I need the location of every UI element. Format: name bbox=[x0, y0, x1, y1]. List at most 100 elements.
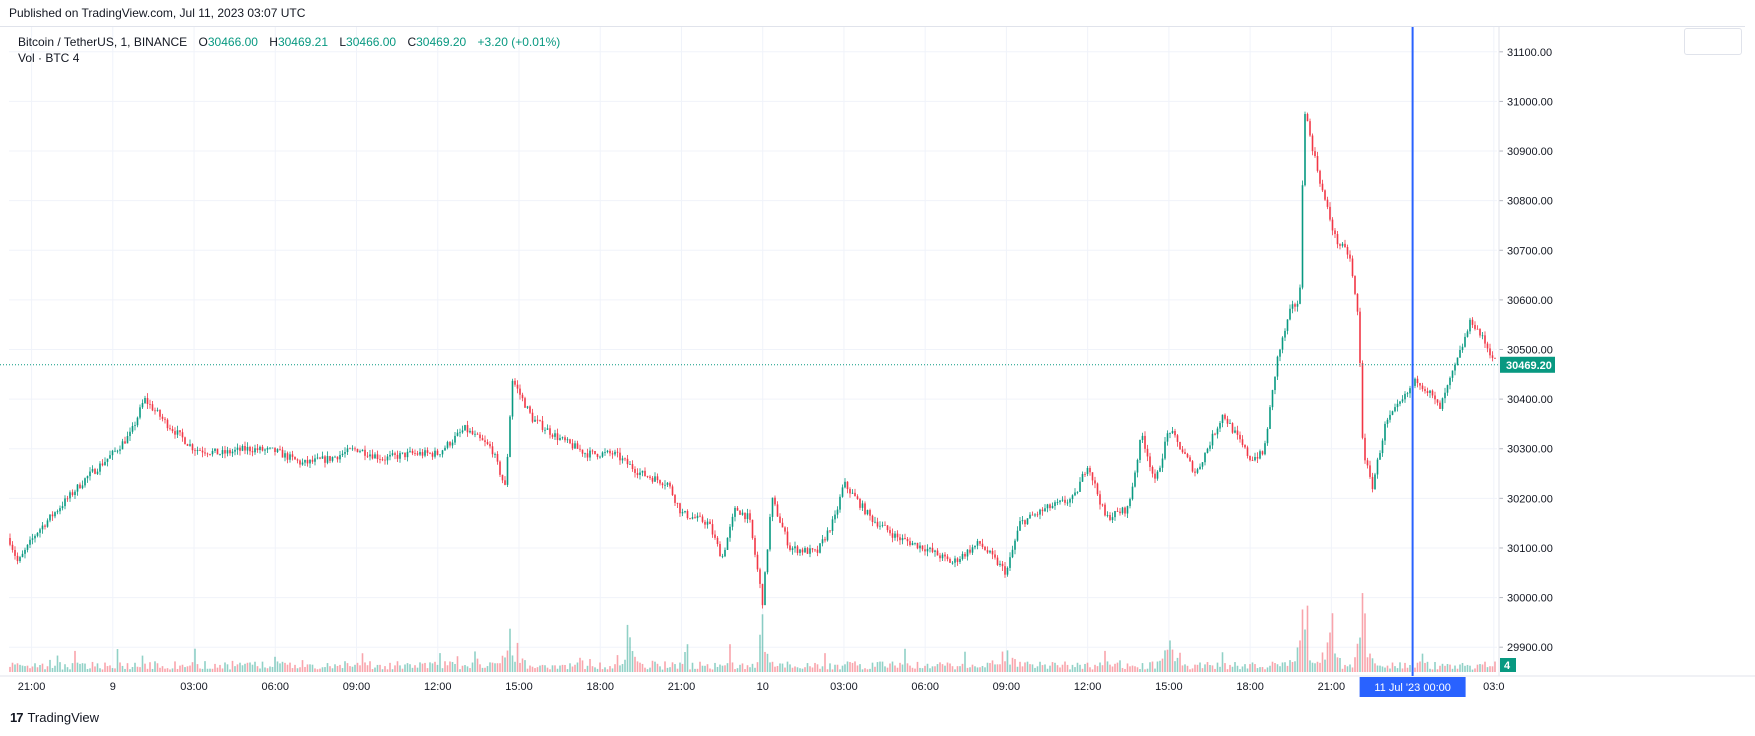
candle-body bbox=[1326, 199, 1329, 207]
candle-body bbox=[1029, 514, 1031, 519]
candle-body bbox=[211, 450, 214, 455]
candle-body bbox=[931, 547, 934, 552]
candle-body bbox=[499, 461, 501, 475]
volume-bar bbox=[1014, 659, 1016, 672]
candle-body bbox=[254, 448, 256, 453]
volume-bar bbox=[699, 661, 701, 672]
footer-brand[interactable]: 17 TradingView bbox=[10, 710, 99, 725]
candle-body bbox=[551, 434, 554, 437]
volume-bar bbox=[1226, 669, 1229, 672]
candle-body bbox=[29, 539, 31, 545]
candle-body bbox=[1129, 499, 1131, 507]
candle-body bbox=[394, 453, 396, 455]
volume-bar bbox=[129, 669, 131, 672]
volume-bar bbox=[294, 664, 296, 672]
volume-bar bbox=[441, 668, 444, 672]
volume-bar bbox=[479, 664, 481, 672]
volume-bar bbox=[241, 665, 244, 672]
candle-body bbox=[11, 544, 14, 550]
volume-bar bbox=[1381, 666, 1384, 672]
volume-bar bbox=[339, 664, 341, 672]
volume-bar bbox=[1019, 661, 1021, 672]
volume-bar bbox=[1246, 668, 1249, 672]
candle-body bbox=[111, 450, 114, 456]
volume-bar bbox=[1224, 663, 1226, 672]
volume-bar bbox=[749, 667, 751, 672]
volume-bar bbox=[1099, 662, 1101, 672]
volume-bar bbox=[1429, 668, 1431, 672]
candle-body bbox=[901, 538, 904, 541]
volume-bar bbox=[324, 667, 326, 672]
volume-bar bbox=[1156, 661, 1159, 672]
candle-body bbox=[436, 450, 439, 455]
volume-bar bbox=[21, 665, 24, 672]
candle-body bbox=[454, 435, 456, 443]
volume-bar bbox=[1376, 665, 1379, 672]
candle-body bbox=[406, 451, 409, 458]
volume-bar bbox=[194, 648, 196, 672]
candle-body bbox=[1101, 504, 1104, 506]
candle-body bbox=[459, 432, 461, 434]
volume-bar bbox=[891, 661, 894, 672]
chart-options-box[interactable] bbox=[1684, 28, 1742, 55]
volume-bar bbox=[199, 668, 201, 672]
candle-body bbox=[519, 388, 521, 395]
volume-bar bbox=[261, 661, 264, 672]
volume-bar bbox=[734, 669, 736, 672]
volume-bar bbox=[314, 668, 316, 672]
volume-bar bbox=[151, 668, 154, 672]
candle-body bbox=[1179, 441, 1181, 450]
candle-body bbox=[346, 448, 349, 453]
volume-bar bbox=[1176, 657, 1179, 672]
volume-bar bbox=[1109, 664, 1111, 672]
volume-bar bbox=[1424, 662, 1426, 672]
candle-body bbox=[971, 547, 974, 553]
volume-bar bbox=[1419, 661, 1421, 672]
candle-body bbox=[104, 461, 106, 466]
volume-bar bbox=[546, 667, 549, 672]
volume-bar bbox=[504, 657, 506, 672]
volume-bar bbox=[486, 666, 489, 672]
candle-body bbox=[764, 572, 766, 606]
candle-body bbox=[1196, 469, 1199, 473]
candle-body bbox=[1121, 507, 1124, 514]
volume-bar bbox=[536, 667, 539, 672]
candle-body bbox=[91, 469, 94, 472]
candle-body bbox=[401, 452, 404, 454]
volume-bar bbox=[1489, 666, 1491, 672]
candle-body bbox=[1421, 385, 1424, 390]
volume-bar bbox=[196, 664, 199, 672]
volume-bar bbox=[1181, 665, 1184, 672]
candle-body bbox=[51, 514, 54, 517]
candle-body bbox=[849, 489, 851, 494]
volume-bar bbox=[469, 668, 471, 672]
volume-bar bbox=[751, 663, 754, 672]
x-tick-label: 03:00 bbox=[830, 681, 858, 693]
candle-body bbox=[1339, 244, 1341, 246]
candle-body bbox=[531, 412, 534, 422]
candle-body bbox=[656, 476, 659, 481]
chart-area[interactable] bbox=[0, 26, 1745, 703]
volume-bar bbox=[1129, 666, 1131, 672]
volume-bar bbox=[349, 666, 351, 672]
symbol-name: Bitcoin / TetherUS, 1, BINANCE bbox=[18, 35, 188, 49]
candle-body bbox=[866, 510, 869, 515]
volume-bar bbox=[1219, 666, 1221, 672]
volume-bar bbox=[1301, 609, 1304, 672]
volume-bar bbox=[446, 665, 449, 672]
x-tick-label: 18:00 bbox=[586, 681, 614, 693]
candle-body bbox=[1139, 440, 1141, 460]
volume-bar bbox=[104, 662, 106, 672]
candle-body bbox=[1269, 407, 1271, 429]
candle-body bbox=[256, 448, 259, 451]
candle-body bbox=[924, 549, 926, 552]
candle-body bbox=[636, 472, 639, 475]
candle-body bbox=[419, 452, 421, 455]
candle-body bbox=[579, 448, 581, 450]
candle-body bbox=[89, 471, 91, 477]
volume-bar bbox=[1446, 663, 1449, 672]
candle-body bbox=[824, 539, 826, 541]
candle-body bbox=[1149, 456, 1151, 468]
volume-bar bbox=[581, 660, 584, 672]
